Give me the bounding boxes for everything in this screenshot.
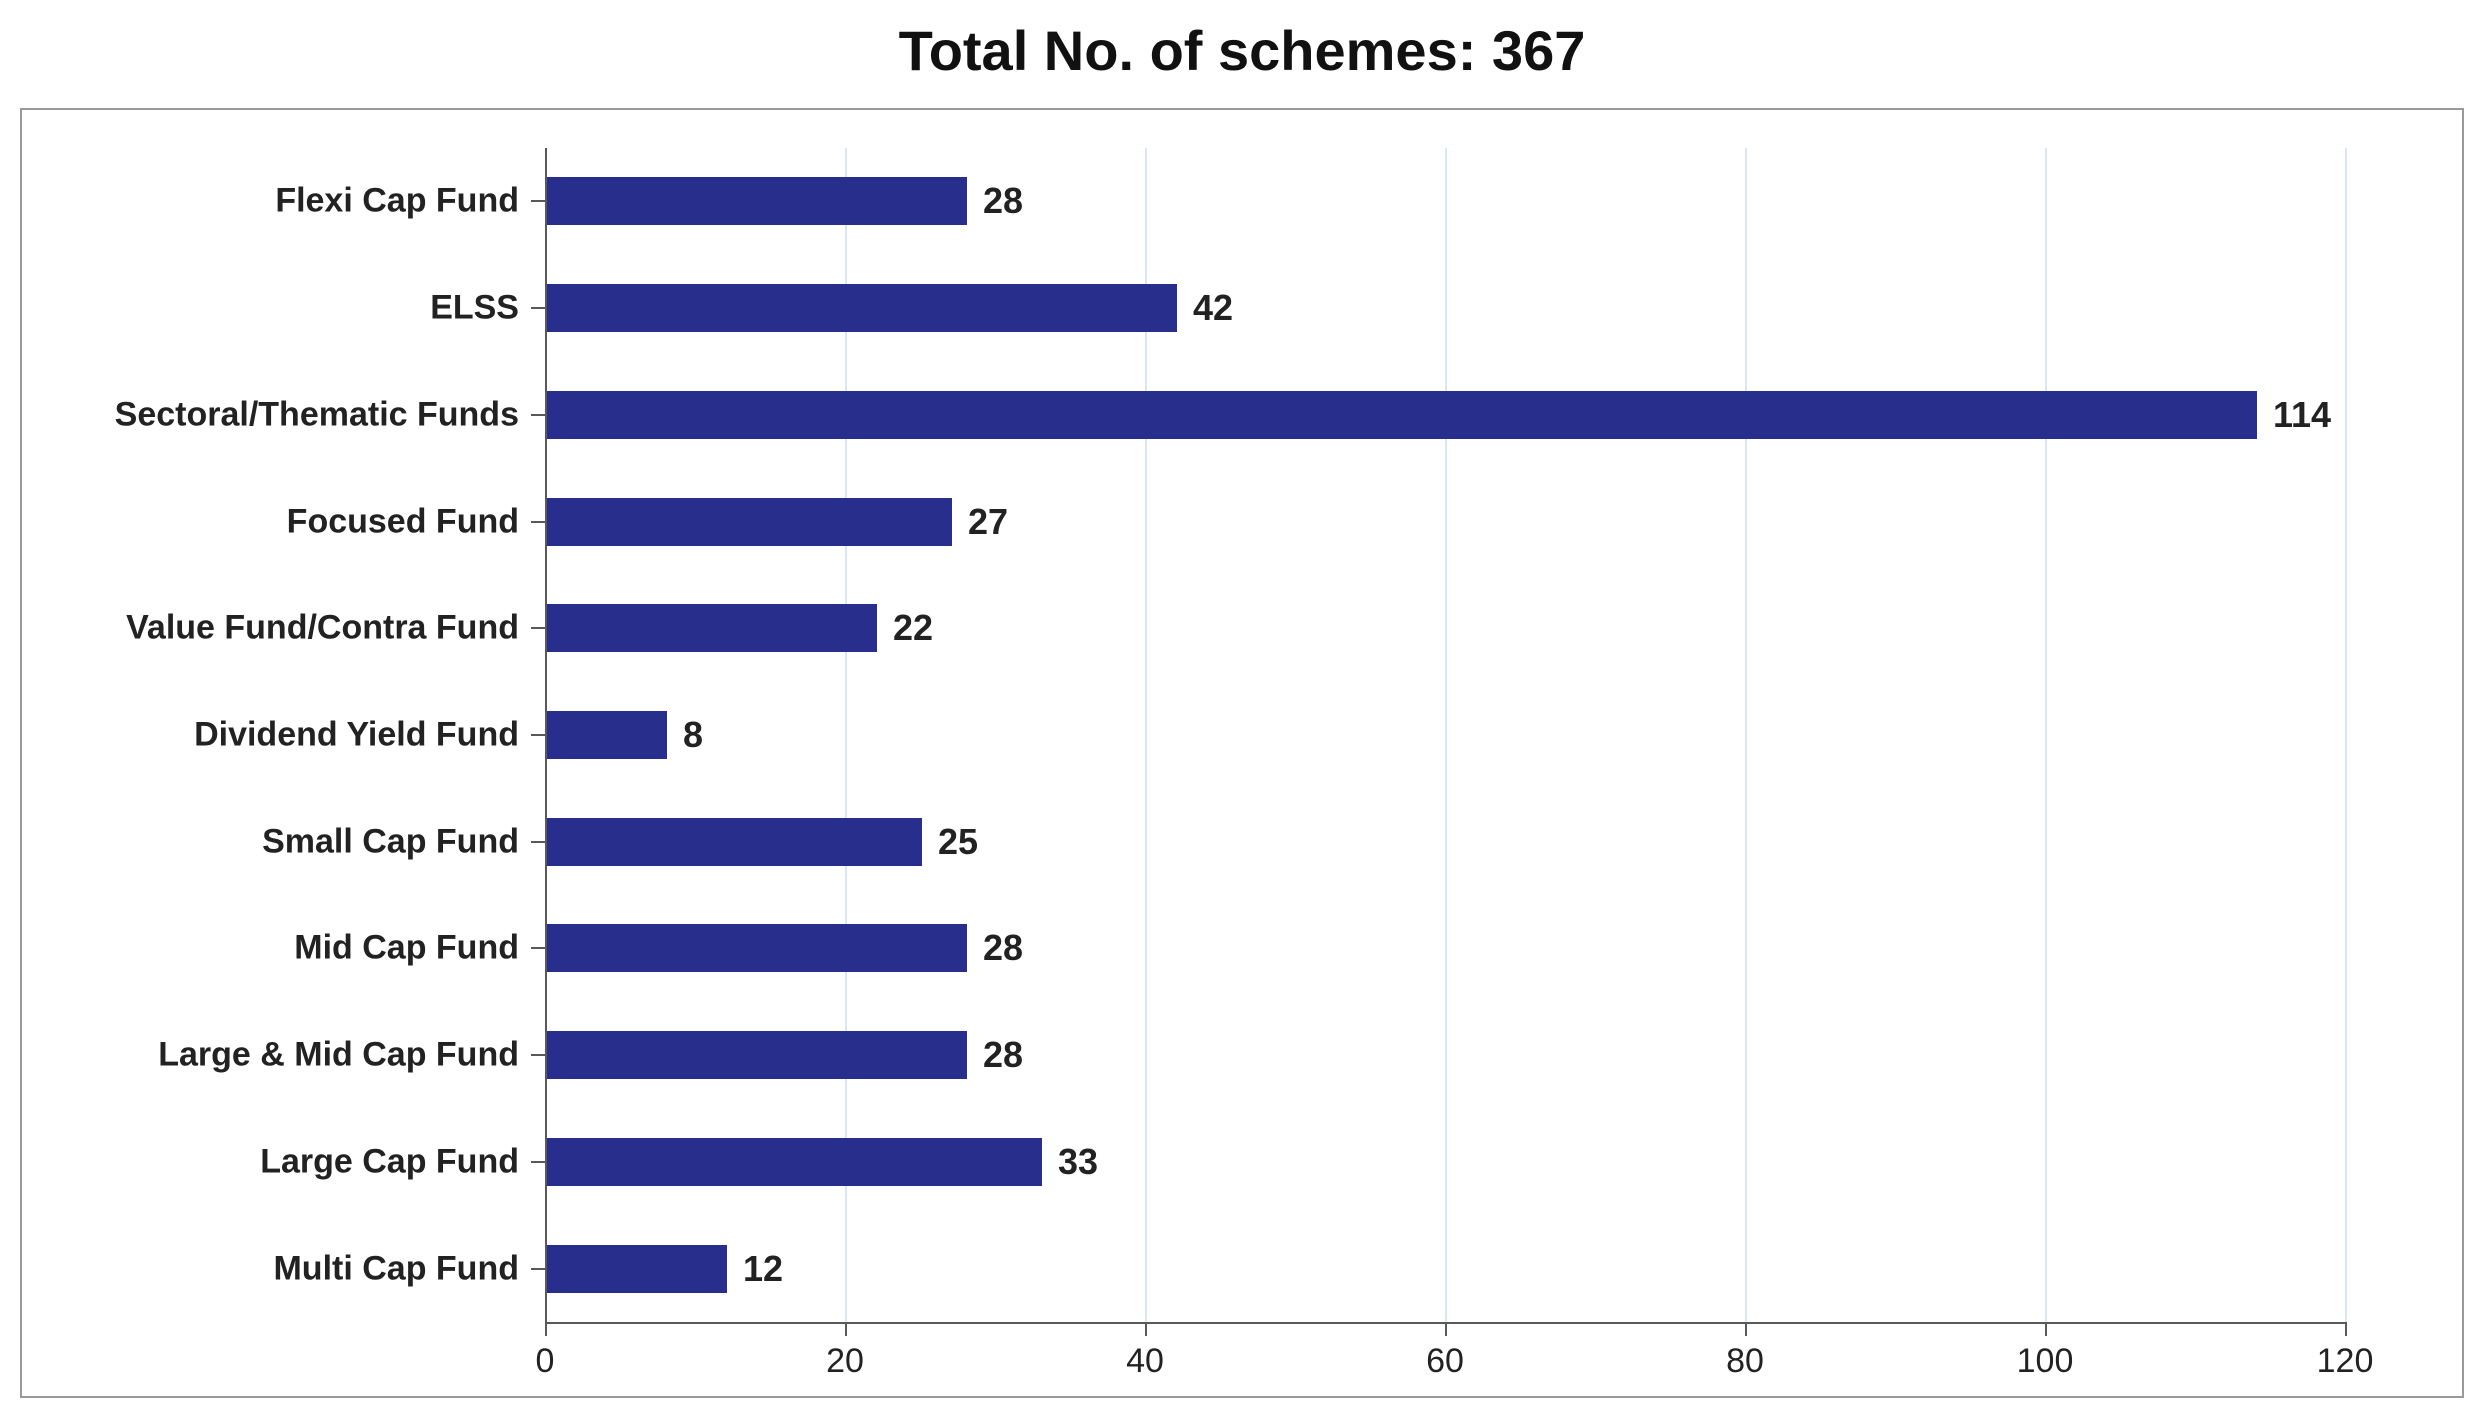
bar <box>547 391 2257 439</box>
y-tick <box>531 627 545 629</box>
bar <box>547 711 667 759</box>
category-label: Value Fund/Contra Fund <box>22 609 519 648</box>
x-tick <box>1445 1322 1447 1336</box>
x-tick <box>845 1322 847 1336</box>
x-tick-label: 20 <box>826 1342 864 1381</box>
y-tick <box>531 1054 545 1056</box>
value-label: 42 <box>1193 287 1233 329</box>
category-label: Small Cap Fund <box>22 822 519 861</box>
bar <box>547 1138 1042 1186</box>
category-label: ELSS <box>22 289 519 328</box>
y-tick <box>531 1161 545 1163</box>
category-label: Large Cap Fund <box>22 1142 519 1181</box>
y-tick <box>531 1268 545 1270</box>
grid-line <box>2345 148 2347 1322</box>
value-label: 28 <box>983 1034 1023 1076</box>
value-label: 8 <box>683 714 703 756</box>
bar <box>547 284 1177 332</box>
y-tick <box>531 200 545 202</box>
bar <box>547 177 967 225</box>
grid-line <box>1745 148 1747 1322</box>
plot-box: 0 20 40 60 80 100 120 Flexi Cap Fund 28 ELSS 42 Sec… <box>20 108 2464 1398</box>
x-tick-label: 0 <box>536 1342 555 1381</box>
chart-wrapper: Total No. of schemes: 367 0 20 40 60 80 100 12… <box>0 0 2484 1409</box>
category-label: Multi Cap Fund <box>22 1249 519 1288</box>
y-tick <box>531 307 545 309</box>
x-tick <box>1145 1322 1147 1336</box>
x-tick-label: 100 <box>2017 1342 2074 1381</box>
value-label: 33 <box>1058 1141 1098 1183</box>
value-label: 114 <box>2273 394 2331 436</box>
value-label: 25 <box>938 821 978 863</box>
category-label: Sectoral/Thematic Funds <box>22 395 519 434</box>
y-tick <box>531 521 545 523</box>
value-label: 28 <box>983 180 1023 222</box>
x-tick-label: 120 <box>2317 1342 2374 1381</box>
x-tick <box>2045 1322 2047 1336</box>
category-label: Mid Cap Fund <box>22 929 519 968</box>
x-tick-label: 80 <box>1726 1342 1764 1381</box>
bar <box>547 498 952 546</box>
category-label: Large & Mid Cap Fund <box>22 1036 519 1075</box>
grid-line <box>1445 148 1447 1322</box>
bar <box>547 1245 727 1293</box>
value-label: 27 <box>968 501 1008 543</box>
bar <box>547 818 922 866</box>
y-tick <box>531 414 545 416</box>
value-label: 22 <box>893 607 933 649</box>
bar <box>547 604 877 652</box>
value-label: 28 <box>983 927 1023 969</box>
x-tick-label: 40 <box>1126 1342 1164 1381</box>
category-label: Focused Fund <box>22 502 519 541</box>
x-tick <box>545 1322 547 1336</box>
x-tick <box>2345 1322 2347 1336</box>
grid-line <box>2045 148 2047 1322</box>
bar <box>547 1031 967 1079</box>
y-tick <box>531 947 545 949</box>
category-label: Flexi Cap Fund <box>22 182 519 221</box>
y-tick <box>531 841 545 843</box>
bar <box>547 924 967 972</box>
x-tick-label: 60 <box>1426 1342 1464 1381</box>
value-label: 12 <box>743 1248 783 1290</box>
chart-title: Total No. of schemes: 367 <box>0 18 2484 83</box>
y-tick <box>531 734 545 736</box>
category-label: Dividend Yield Fund <box>22 716 519 755</box>
x-tick <box>1745 1322 1747 1336</box>
